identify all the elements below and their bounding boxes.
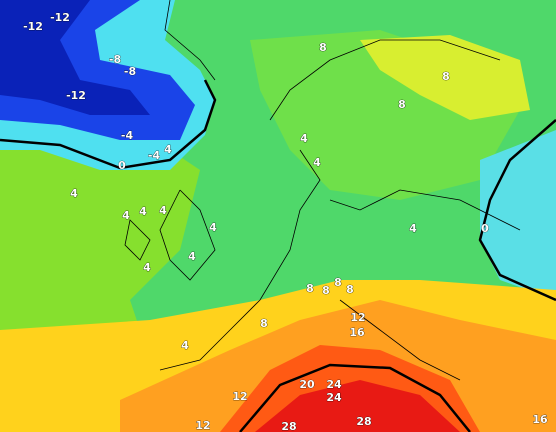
contour-label: -4 [148,149,161,162]
contour-label: 24 [326,391,342,404]
contour-label: 24 [326,378,342,391]
contour-label: -8 [124,65,136,78]
contour-label: 8 [346,283,354,296]
contour-label: 20 [299,378,315,391]
deep-blue-field [0,0,150,115]
contour-label: -4 [121,129,134,142]
contour-label: 16 [349,326,365,339]
contour-label: 0 [481,222,489,235]
contour-label: -12 [50,11,70,24]
contour-label: 4 [143,261,151,274]
red-field [255,380,460,432]
contour-label: 0 [118,159,126,172]
contour-label: 8 [334,276,342,289]
contour-label: 4 [313,156,321,169]
contour-label: 4 [159,204,167,217]
contour-label: 8 [319,41,327,54]
warm-isotherm [239,363,471,432]
contour-label: 28 [281,420,296,432]
contour-label: 4 [188,250,196,263]
cyan-field-east [480,130,556,300]
contour-label: 4 [181,339,189,352]
contour-label: 12 [350,311,365,324]
contour-label: 12 [232,390,247,403]
contour-label: 4 [122,209,130,222]
contour-label: -12 [66,89,86,102]
contour-label: 8 [260,317,268,330]
contour-label: 8 [442,70,450,83]
contour-label: 8 [306,282,314,295]
contour-label: 28 [356,415,371,428]
contour-label: 4 [70,187,78,200]
contour-label: 4 [409,222,417,235]
contour-label: 8 [398,98,406,111]
contour-label: 8 [322,284,330,297]
contour-label: 4 [164,143,172,156]
contour-label: 16 [532,413,548,426]
coastlines [124,0,521,381]
contour-label: 12 [195,419,210,432]
contour-label: 4 [300,132,308,145]
zero-isotherm-east [478,119,556,302]
contour-label: 4 [139,205,147,218]
zero-isotherm [0,79,217,170]
contour-label: -8 [109,53,121,66]
contour-label: -12 [23,20,43,33]
contour-label: 4 [209,221,217,234]
